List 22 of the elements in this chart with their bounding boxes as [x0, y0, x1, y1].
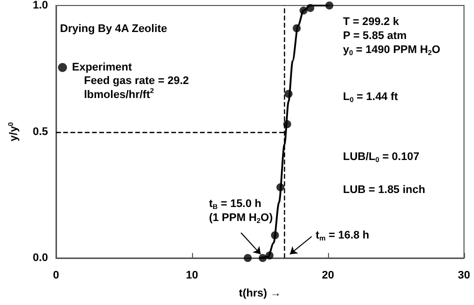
point [258, 254, 267, 262]
point [244, 254, 252, 262]
x-tick-label: 30 [458, 270, 470, 282]
point [266, 251, 274, 260]
point [325, 2, 334, 10]
annotation: Drying By 4A Zeolite [60, 23, 168, 35]
point [284, 90, 293, 98]
point [270, 231, 279, 240]
point [283, 120, 292, 128]
annotation: LUB = 1.85 inch [343, 184, 426, 196]
point [276, 183, 284, 192]
point [292, 24, 301, 32]
y-tick-label: 1.0 [32, 0, 48, 12]
point [306, 4, 314, 12]
y-tick-label: 0.0 [32, 252, 48, 264]
x-tick-label: 0 [52, 270, 60, 282]
x-tick-label: 10 [186, 270, 198, 282]
legend-label: Experiment [72, 62, 132, 74]
x-axis-title: t(hrs) → [238, 288, 282, 300]
y-tick-label: 0.5 [32, 126, 48, 138]
point [300, 6, 308, 15]
x-tick-label: 20 [322, 270, 334, 282]
